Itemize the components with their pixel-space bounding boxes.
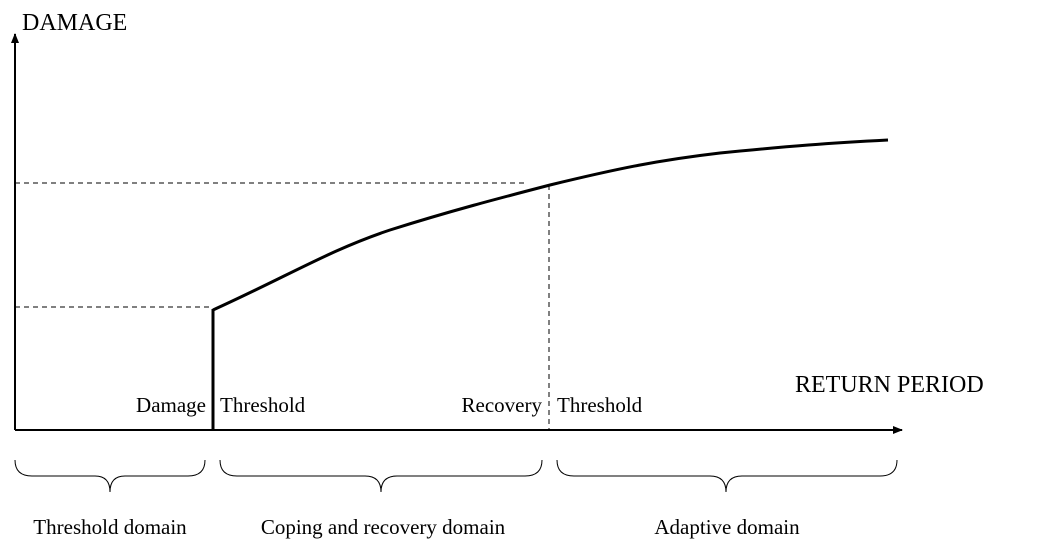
domain-label: Coping and recovery domain <box>261 515 506 539</box>
brace <box>219 459 543 493</box>
domain-label: Threshold domain <box>33 515 187 539</box>
braces <box>14 459 898 493</box>
damage-curve <box>212 138 889 312</box>
y-axis-label: DAMAGE <box>22 10 127 36</box>
x-axis-label: RETURN PERIOD <box>795 372 984 398</box>
brace <box>556 459 898 493</box>
point-label: Threshold <box>557 393 643 417</box>
point-label: Threshold <box>220 393 306 417</box>
point-label: Recovery <box>462 393 543 417</box>
brace <box>14 459 206 493</box>
point-label: Damage <box>136 393 206 417</box>
domain-label: Adaptive domain <box>654 515 800 539</box>
